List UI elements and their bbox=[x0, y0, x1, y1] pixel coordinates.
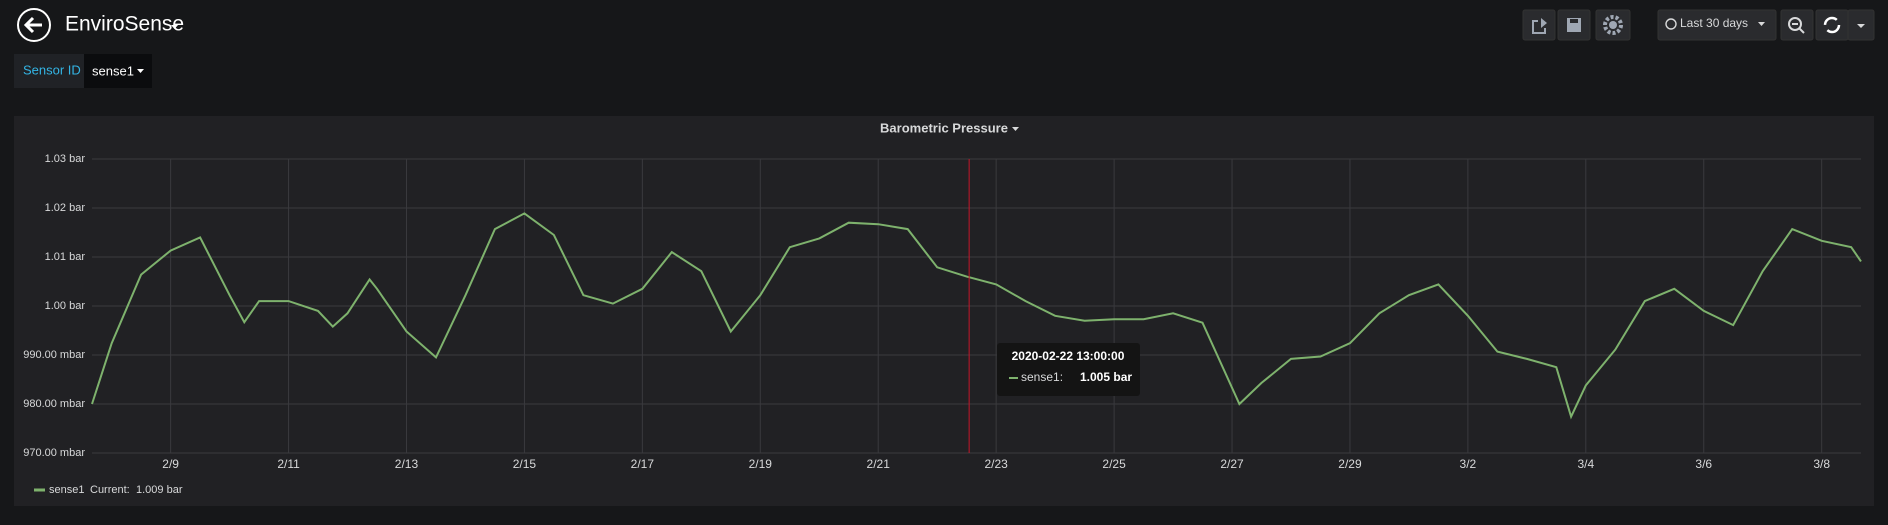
back-arrow bbox=[23, 16, 42, 34]
panel-title[interactable]: Barometric Pressure bbox=[880, 120, 1008, 135]
x-tick-label: 2/23 bbox=[984, 457, 1008, 471]
x-tick-label: 2/17 bbox=[631, 457, 655, 471]
x-tick-label: 3/2 bbox=[1460, 457, 1477, 471]
series-line bbox=[91, 212, 1862, 420]
x-tick-label: 2/19 bbox=[749, 457, 773, 471]
y-tick-label: 980.00 mbar bbox=[23, 398, 85, 410]
refresh-menu[interactable] bbox=[1847, 9, 1875, 41]
refresh-icon bbox=[1823, 16, 1841, 34]
y-tick-label: 990.00 mbar bbox=[23, 349, 85, 361]
x-tick-label: 2/9 bbox=[162, 457, 179, 471]
button-bg bbox=[1815, 9, 1849, 41]
zoom-out-button[interactable] bbox=[1780, 9, 1814, 41]
time-range: Last 30 days bbox=[1680, 16, 1748, 30]
y-tick-label: 1.01 bar bbox=[45, 251, 86, 263]
gear-icon bbox=[1603, 15, 1623, 35]
save-button[interactable] bbox=[1557, 9, 1591, 41]
button-bg bbox=[1657, 9, 1777, 41]
legend-series[interactable]: sense1 bbox=[49, 484, 84, 496]
time-caret bbox=[1758, 22, 1765, 26]
menu-caret bbox=[1857, 24, 1865, 28]
legend-current-label: Current: bbox=[90, 484, 130, 496]
y-tick-label: 1.03 bar bbox=[45, 153, 86, 165]
variable-label: Sensor ID bbox=[23, 62, 81, 77]
tooltip-series: sense1: bbox=[1021, 370, 1063, 384]
y-tick-label: 1.00 bar bbox=[45, 300, 86, 312]
gear-core bbox=[1609, 21, 1617, 29]
dropdown-caret bbox=[137, 69, 144, 73]
dashboard-title[interactable]: EnviroSense bbox=[65, 13, 184, 36]
tooltip-value: 1.005 bar bbox=[1080, 370, 1132, 384]
tooltip: 2020-02-22 13:00:00 sense1: 1.005 bar bbox=[997, 343, 1140, 396]
x-tick-label: 3/8 bbox=[1813, 457, 1830, 471]
share-icon bbox=[1532, 18, 1547, 34]
panel bbox=[14, 116, 1874, 506]
time-picker[interactable]: Last 30 days bbox=[1657, 9, 1777, 41]
y-tick-label: 1.02 bar bbox=[45, 202, 86, 214]
x-tick-label: 2/29 bbox=[1338, 457, 1362, 471]
zoom-icon-detail bbox=[1792, 23, 1805, 34]
x-tick-label: 3/6 bbox=[1695, 457, 1712, 471]
legend-current-value: 1.009 bar bbox=[136, 484, 183, 496]
variable-value: sense1 bbox=[92, 63, 134, 78]
clock-icon bbox=[1665, 18, 1677, 30]
x-tick-label: 2/13 bbox=[395, 457, 419, 471]
back-circle bbox=[17, 8, 51, 42]
panel-caret bbox=[1012, 127, 1019, 131]
button-bg bbox=[1522, 9, 1556, 41]
share-button[interactable] bbox=[1522, 9, 1556, 41]
x-tick-label: 3/4 bbox=[1577, 457, 1594, 471]
y-tick-label: 970.00 mbar bbox=[23, 447, 85, 459]
tooltip-bg bbox=[997, 343, 1140, 396]
x-tick-label: 2/15 bbox=[513, 457, 537, 471]
x-tick-label: 2/25 bbox=[1102, 457, 1126, 471]
back-button[interactable] bbox=[17, 8, 51, 42]
variable-dropdown[interactable]: sense1 bbox=[84, 54, 152, 88]
save-icon-detail bbox=[1570, 19, 1578, 23]
x-tick-label: 2/11 bbox=[277, 457, 300, 471]
x-tick-label: 2/21 bbox=[867, 457, 891, 471]
refresh-button[interactable] bbox=[1815, 9, 1849, 41]
settings-button[interactable] bbox=[1595, 9, 1631, 41]
plot: 970.00 mbar 980.00 mbar 990.00 mbar 1.00 ba… bbox=[23, 153, 1862, 471]
variable-label-bg bbox=[14, 54, 84, 88]
zoom-icon bbox=[1788, 17, 1802, 31]
title-caret bbox=[171, 25, 178, 29]
x-tick-label: 2/27 bbox=[1220, 457, 1244, 471]
tooltip-time: 2020-02-22 13:00:00 bbox=[1012, 349, 1125, 363]
